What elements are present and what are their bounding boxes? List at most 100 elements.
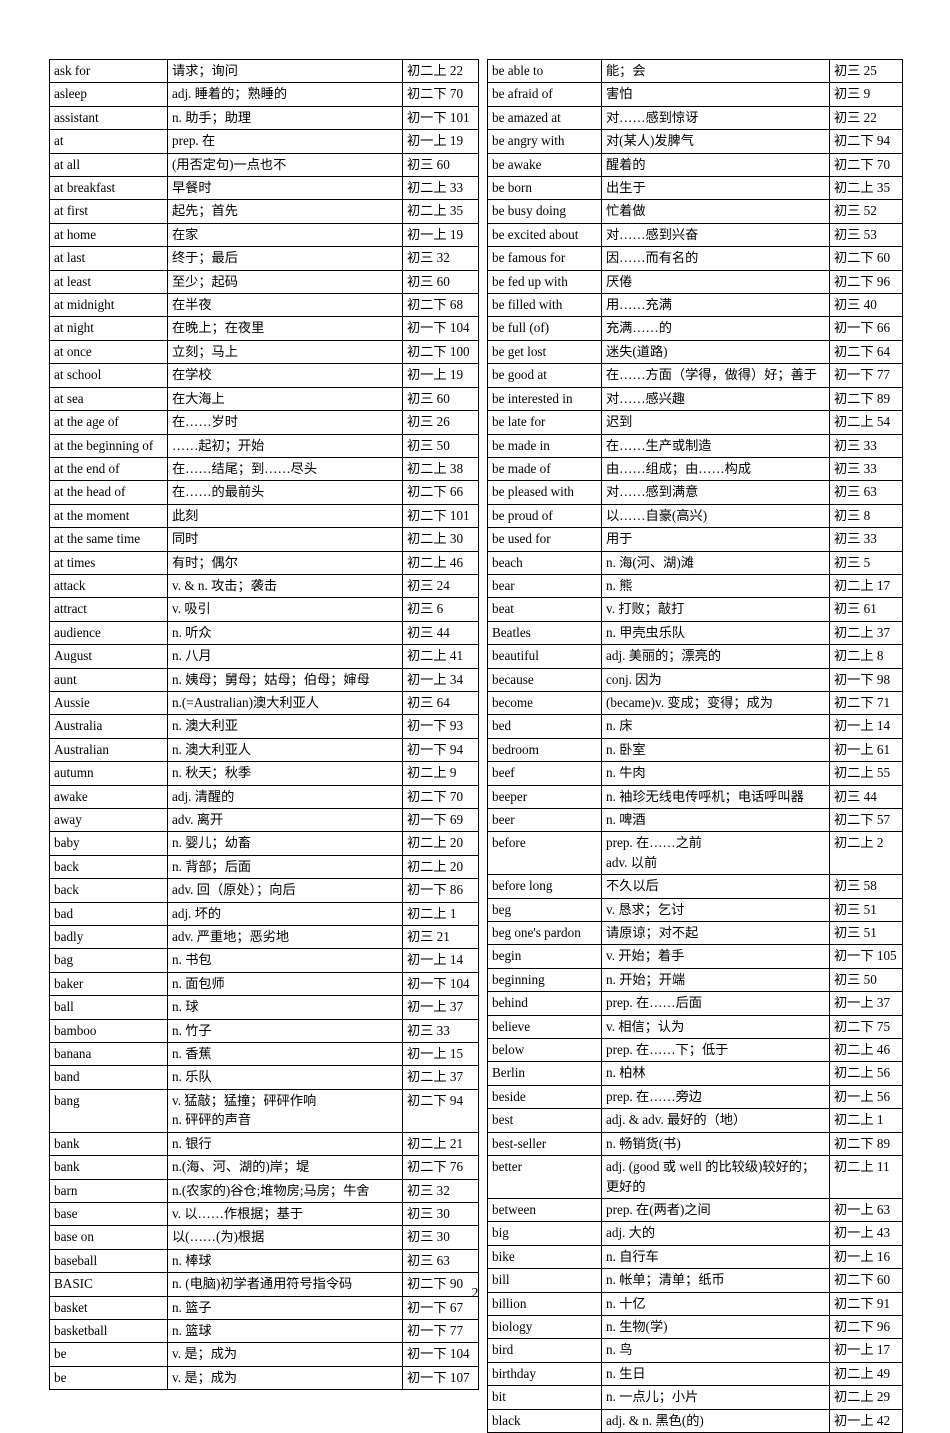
glossary-row: bamboo n. 竹子 初三 33	[49, 1018, 479, 1044]
entry-definition: 用于	[601, 527, 830, 552]
glossary-row: base on 以(……(为)根据 初三 30	[49, 1225, 479, 1250]
glossary-row: at sea 在大海上 初三 60	[49, 386, 479, 412]
entry-word: best-seller	[487, 1131, 602, 1157]
entry-reference: 初二上 8	[829, 644, 903, 669]
entry-reference: 初二上 11	[829, 1155, 903, 1199]
entry-reference: 初三 32	[402, 246, 479, 271]
entry-definition: n. 篮子	[167, 1295, 403, 1320]
entry-reference: 初二上 20	[402, 831, 479, 856]
entry-word: at all	[49, 152, 168, 178]
entry-reference: 初三 63	[402, 1248, 479, 1274]
entry-definition: 起先；首先	[167, 199, 403, 224]
entry-word: bill	[487, 1268, 602, 1293]
entry-definition: v. 吸引	[167, 597, 403, 622]
entry-definition: 以(……(为)根据	[167, 1225, 403, 1250]
entry-word: at once	[49, 339, 168, 365]
entry-word: asleep	[49, 82, 168, 107]
entry-reference: 初二上 38	[402, 456, 479, 482]
entry-definition: 醒着的	[601, 152, 830, 178]
entry-word: be proud of	[487, 503, 602, 529]
entry-definition: adj. 睡着的；熟睡的	[167, 82, 403, 107]
entry-word: baker	[49, 971, 168, 997]
entry-word: Beatles	[487, 620, 602, 646]
glossary-row: back n. 背部；后面 初二上 20	[49, 854, 479, 880]
entry-definition: n. 熊	[601, 573, 830, 599]
glossary-table-left: ask for 请求；询问 初二上 22 asleep adj. 睡着的；熟睡的 初二下 …	[49, 58, 479, 1391]
entry-definition: adj. & adv. 最好的（地）	[601, 1108, 830, 1133]
glossary-row: big adj. 大的 初一上 43	[487, 1221, 903, 1246]
glossary-row: be amazed at 对……感到惊讶 初三 22	[487, 105, 903, 131]
entry-definition: 在大海上	[167, 386, 403, 412]
entry-word: bag	[49, 948, 168, 973]
entry-word: beautiful	[487, 644, 602, 669]
entry-definition: 在……方面（学得，做得）好；善于	[601, 363, 830, 388]
entry-word: banana	[49, 1042, 168, 1067]
glossary-row: be v. 是；成为 初一下 107	[49, 1365, 479, 1391]
entry-definition: n. 卧室	[601, 737, 830, 763]
entry-reference: 初三 64	[402, 690, 479, 716]
glossary-row: birthday n. 生日 初二上 49	[487, 1361, 903, 1387]
entry-word: better	[487, 1155, 602, 1199]
entry-definition: n. 球	[167, 995, 403, 1020]
glossary-row: because conj. 因为 初一下 98	[487, 667, 903, 692]
entry-word: bamboo	[49, 1018, 168, 1044]
glossary-row: Berlin n. 柏林 初二上 56	[487, 1061, 903, 1086]
glossary-row: biology n. 生物(学) 初二下 96	[487, 1314, 903, 1340]
glossary-row: August n. 八月 初二上 41	[49, 644, 479, 669]
entry-definition: n. 姨母；舅母；姑母；伯母；婶母	[167, 667, 403, 692]
entry-definition: 在……生产或制造	[601, 433, 830, 458]
entry-definition: 在……岁时	[167, 410, 403, 435]
entry-definition: adv. 离开	[167, 807, 403, 833]
entry-word: base	[49, 1201, 168, 1227]
entry-reference: 初一下 101	[402, 105, 479, 131]
entry-word: beg	[487, 897, 602, 923]
entry-reference: 初三 6	[402, 597, 479, 622]
entry-word: at least	[49, 269, 168, 295]
entry-reference: 初二上 37	[829, 620, 903, 646]
entry-word: beside	[487, 1084, 602, 1110]
entry-definition: adj. 大的	[601, 1221, 830, 1246]
entry-definition: n. 背部；后面	[167, 854, 403, 880]
glossary-row: at times 有时；偶尔 初二上 46	[49, 550, 479, 575]
entry-word: at last	[49, 246, 168, 271]
entry-word: at the head of	[49, 480, 168, 505]
entry-reference: 初二上 56	[829, 1061, 903, 1086]
entry-reference: 初二上 17	[829, 573, 903, 599]
entry-reference: 初二下 70	[402, 82, 479, 107]
glossary-row: at least 至少；起码 初三 60	[49, 269, 479, 295]
glossary-row: barn n.(农家的)谷仓;堆物房;马房；牛舍 初三 32	[49, 1178, 479, 1203]
glossary-row: at once 立刻；马上 初二下 100	[49, 339, 479, 365]
glossary-row: be famous for 因……而有名的 初二下 60	[487, 246, 903, 271]
entry-definition: 由……组成；由……构成	[601, 456, 830, 482]
entry-word: be pleased with	[487, 480, 602, 505]
entry-definition: n. 自行车	[601, 1244, 830, 1270]
glossary-row: become (became)v. 变成；变得；成为 初二下 71	[487, 690, 903, 716]
entry-word: be	[49, 1342, 168, 1367]
entry-reference: 初二上 22	[402, 58, 479, 84]
glossary-row: be get lost 迷失(道路) 初二下 64	[487, 339, 903, 365]
glossary-row: bedroom n. 卧室 初一上 61	[487, 737, 903, 763]
entry-reference: 初三 50	[829, 967, 903, 993]
page-number: 2	[471, 1285, 479, 1300]
entry-reference: 初一下 105	[829, 944, 903, 969]
entry-reference: 初三 30	[402, 1201, 479, 1227]
glossary-row: be interested in 对……感兴趣 初二下 89	[487, 386, 903, 412]
entry-definition: n. 畅销货(书)	[601, 1131, 830, 1157]
entry-word: at times	[49, 550, 168, 575]
entry-definition: n. 啤酒	[601, 807, 830, 833]
entry-definition: n. 澳大利亚人	[167, 737, 403, 763]
glossary-row: at the same time 同时 初二上 30	[49, 527, 479, 552]
entry-word: bad	[49, 901, 168, 927]
glossary-row: ball n. 球初一上 37	[49, 995, 479, 1020]
glossary-row: bike n. 自行车 初一上 16	[487, 1244, 903, 1270]
entry-definition: 在……结尾；到……尽头	[167, 456, 403, 482]
entry-reference: 初三 24	[402, 573, 479, 599]
entry-word: ball	[49, 995, 168, 1020]
entry-reference: 初一下 86	[402, 878, 479, 903]
entry-reference: 初一上 19	[402, 222, 479, 248]
glossary-row: be good at 在……方面（学得，做得）好；善于 初一下 77	[487, 363, 903, 388]
entry-definition: n. 书包	[167, 948, 403, 973]
entry-word: base on	[49, 1225, 168, 1250]
glossary-row: black adj. & n. 黑色(的) 初一上 42	[487, 1408, 903, 1433]
entry-definition: n. 海(河、湖)滩	[601, 550, 830, 575]
